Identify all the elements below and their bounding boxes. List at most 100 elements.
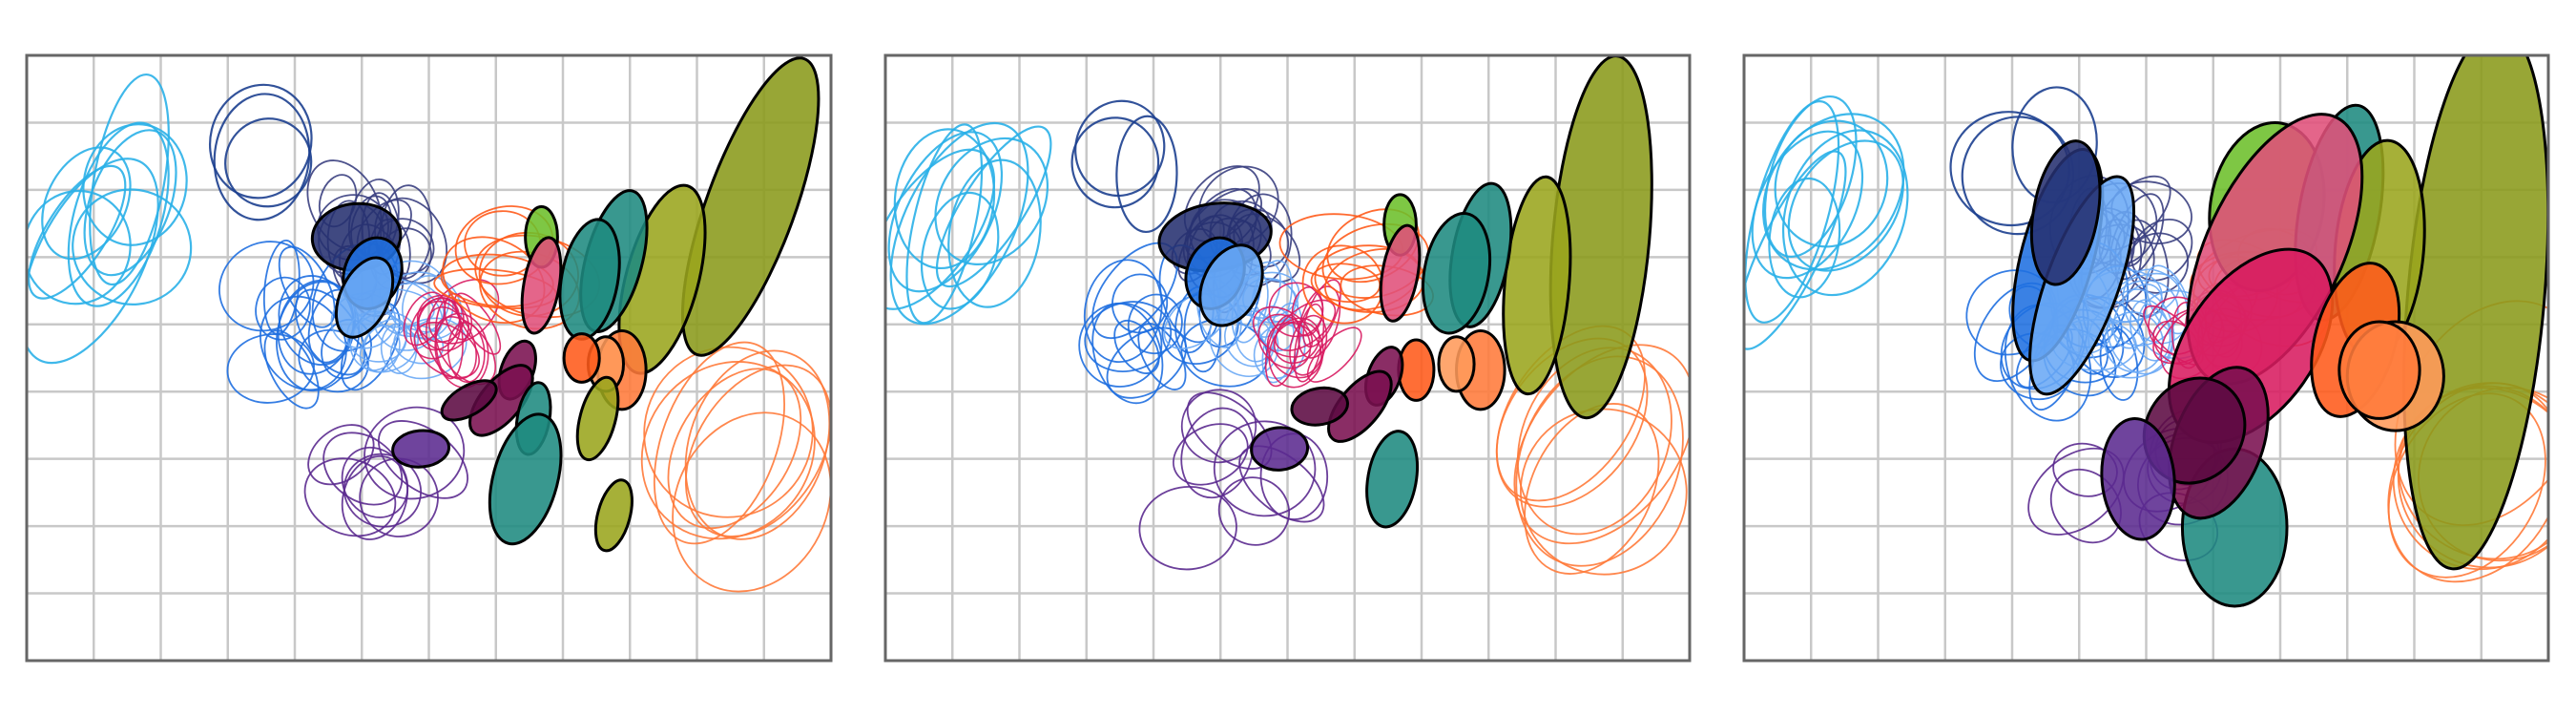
outline-ellipse-navy [1115,115,1178,234]
outline-ellipse-sky [934,137,1049,265]
outline-ellipse-crimson [403,291,447,347]
outline-ellipse-sky [28,164,127,300]
outline-ellipse-purple [1180,407,1255,499]
outline-ellipse-sky [1763,95,1858,258]
filled-ellipse-purple [391,429,451,469]
outline-ellipse-purple [1180,389,1257,464]
outline-ellipse-sky [82,123,188,246]
outline-ellipse-sky [947,158,1042,308]
outline-ellipse-sky [1781,129,1909,297]
outline-ellipse-light-blue [2104,311,2164,373]
outline-ellipse-salmon [1513,344,1690,545]
outline-ellipse-light-blue [1235,310,1275,363]
outline-ellipse-purple [307,424,375,486]
filled-ellipse-wine [440,379,498,422]
outline-ellipse-salmon [1516,347,1672,536]
panel-left [25,53,833,663]
panel-frame [1742,53,2550,663]
panel-frame [883,53,1692,663]
outline-ellipse-crimson [409,301,462,360]
filled-ellipse-orange [1397,338,1436,402]
outline-ellipse-sky [1774,119,1889,248]
filled-ellipse-rose [1379,223,1422,323]
panel-frame [25,53,833,663]
outline-ellipse-navy [208,83,313,200]
outline-ellipse-sky [1762,113,1905,271]
outline-ellipse-crimson [447,322,486,384]
outline-ellipse-salmon [653,341,785,545]
ellipses [27,56,831,593]
outline-ellipse-sky [1744,150,1847,350]
outline-ellipse-sky [1751,130,1864,280]
outline-ellipse-salmon [1520,408,1688,576]
outline-ellipse-navy [224,117,313,208]
outline-ellipse-salmon [1524,403,1660,575]
outline-ellipse-royal [1083,259,1163,364]
outline-ellipse-purple [364,406,466,500]
outline-ellipse-sky [41,146,132,261]
outline-ellipse-sky [72,188,193,306]
filled-ellipse-purple [1250,426,1310,472]
outline-ellipse-royal [218,241,315,332]
ellipses [885,55,1690,576]
outline-ellipse-purple [322,432,404,506]
filled-ellipse-wine [1290,386,1349,427]
outline-ellipse-royal [1111,273,1169,334]
outline-ellipse-sky [920,191,1000,310]
outline-ellipse-sky [1787,139,1904,272]
outline-ellipse-crimson [1291,285,1324,337]
outline-ellipse-salmon [672,411,831,593]
outline-ellipse-crimson [434,299,464,380]
outline-ellipse-sky [1768,177,1841,299]
outline-ellipse-purple [1173,423,1249,486]
outline-ellipse-sky [935,125,1052,288]
filled-ellipse-light-blue [334,256,395,339]
outline-ellipse-royal [255,276,311,341]
outline-ellipse-sky [885,148,996,310]
filled-ellipse-teal [1422,212,1492,335]
outline-ellipse-sky [89,73,170,286]
filled-ellipse-olive-dark [575,375,620,462]
grid [885,55,1690,661]
outline-ellipse-crimson [1302,279,1341,348]
outline-ellipse-sky [1744,100,1840,324]
outline-ellipse-sky [67,121,170,307]
outline-ellipse-crimson [1294,303,1325,383]
outline-ellipse-crimson [1257,313,1312,369]
outline-ellipse-royal [1113,319,1160,374]
filled-ellipse-light-blue [1198,243,1264,327]
filled-ellipse-orange [562,332,601,384]
outline-ellipse-navy [1070,116,1160,209]
outline-ellipse-crimson [444,292,473,341]
outline-ellipse-navy [213,93,311,221]
outline-ellipse-salmon [684,364,831,537]
filled-ellipse-olive-dark [593,478,634,553]
outline-ellipse-crimson [1253,305,1314,358]
outline-ellipse-purple [1138,485,1237,571]
outline-ellipse-crimson [1268,282,1324,338]
outline-ellipse-sky [905,123,984,325]
ellipses [1744,55,2548,608]
outline-ellipse-salmon [643,346,814,518]
filled-ellipse-rose [520,236,563,335]
filled-ellipse-peach [1437,335,1476,393]
outline-ellipse-salmon [667,368,802,530]
outline-ellipse-orange [1301,244,1384,325]
filled-ellipse-olive [680,56,821,357]
outline-ellipse-purple [303,457,397,537]
filled-ellipse-teal [1365,430,1420,529]
outline-ellipse-crimson [1275,299,1337,351]
filled-ellipse-purple [2100,417,2176,541]
filled-ellipse-indigo [2029,139,2102,286]
outline-ellipse-sky [27,158,159,365]
outline-ellipse-crimson [416,297,461,351]
outline-ellipse-crimson [453,292,502,355]
outline-ellipse-navy [1074,99,1166,198]
filled-ellipse-teal [488,412,563,546]
outline-ellipse-crimson [1273,317,1320,365]
outline-ellipse-purple [1213,420,1317,517]
outline-ellipse-crimson [1289,314,1328,376]
outline-ellipse-royal [1078,302,1163,388]
outline-ellipse-purple [341,446,409,518]
